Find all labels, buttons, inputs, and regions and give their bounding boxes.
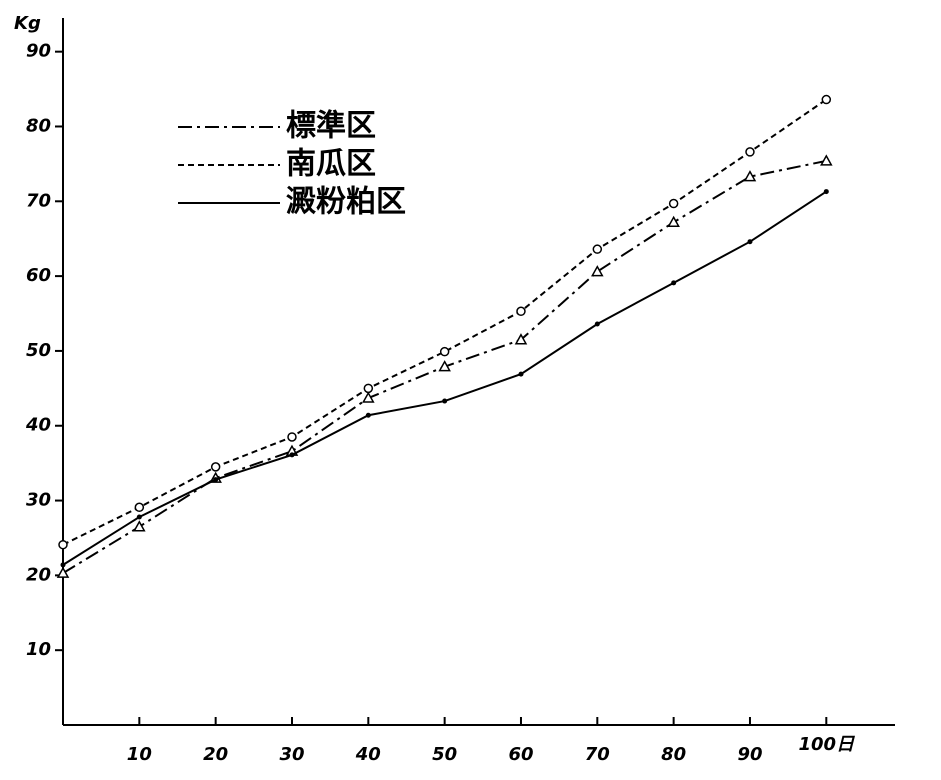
- legend-label: 標準区: [286, 109, 376, 144]
- marker: [134, 502, 145, 513]
- series-line: [62, 98, 827, 546]
- marker: [287, 432, 297, 442]
- marker: [365, 412, 371, 418]
- legend-label: 澱粉粕区: [286, 185, 406, 220]
- marker: [363, 383, 374, 394]
- marker: [671, 280, 677, 286]
- y-tick-label: 10: [26, 639, 51, 660]
- marker: [745, 147, 755, 157]
- x-tick-label: 20: [203, 744, 228, 765]
- x-tick-label: 60: [508, 744, 533, 765]
- marker: [442, 398, 448, 404]
- marker: [514, 333, 528, 345]
- marker: [743, 170, 757, 182]
- marker: [289, 452, 295, 458]
- x-tick-label: 40: [355, 744, 381, 765]
- marker: [60, 562, 66, 568]
- marker: [747, 239, 753, 245]
- marker: [58, 539, 68, 550]
- marker: [56, 566, 70, 578]
- y-tick-label: 20: [26, 564, 51, 585]
- marker: [591, 265, 604, 277]
- marker: [438, 360, 451, 372]
- marker: [136, 514, 142, 520]
- marker: [592, 244, 603, 254]
- marker: [133, 520, 146, 532]
- y-tick-label: 70: [26, 190, 51, 211]
- marker: [668, 198, 679, 209]
- marker: [213, 477, 219, 483]
- marker: [518, 371, 524, 377]
- y-tick-label: 30: [26, 490, 51, 511]
- series-line: [62, 190, 827, 566]
- legend-label: 南瓜区: [286, 147, 376, 182]
- y-tick-label: 50: [26, 340, 51, 361]
- marker: [823, 189, 829, 195]
- x-tick-label: 70: [585, 744, 610, 765]
- y-tick-label: 90: [26, 41, 51, 62]
- y-tick-label: 60: [26, 265, 51, 286]
- marker: [820, 154, 833, 166]
- y-axis-label: Kg: [14, 13, 41, 34]
- marker: [516, 306, 526, 317]
- x-tick-label: 10: [127, 744, 152, 765]
- x-tick-label: 90: [737, 744, 762, 765]
- marker: [362, 391, 375, 403]
- x-tick-label: 50: [432, 744, 457, 765]
- marker: [667, 215, 680, 227]
- x-tick-label: 30: [279, 744, 304, 765]
- x-tick-label: 100日: [799, 734, 856, 755]
- marker: [594, 321, 600, 327]
- y-tick-label: 80: [26, 115, 51, 136]
- marker: [821, 94, 832, 105]
- marker: [439, 346, 450, 357]
- x-tick-label: 80: [661, 744, 686, 765]
- y-tick-label: 40: [25, 415, 51, 436]
- marker: [210, 462, 221, 472]
